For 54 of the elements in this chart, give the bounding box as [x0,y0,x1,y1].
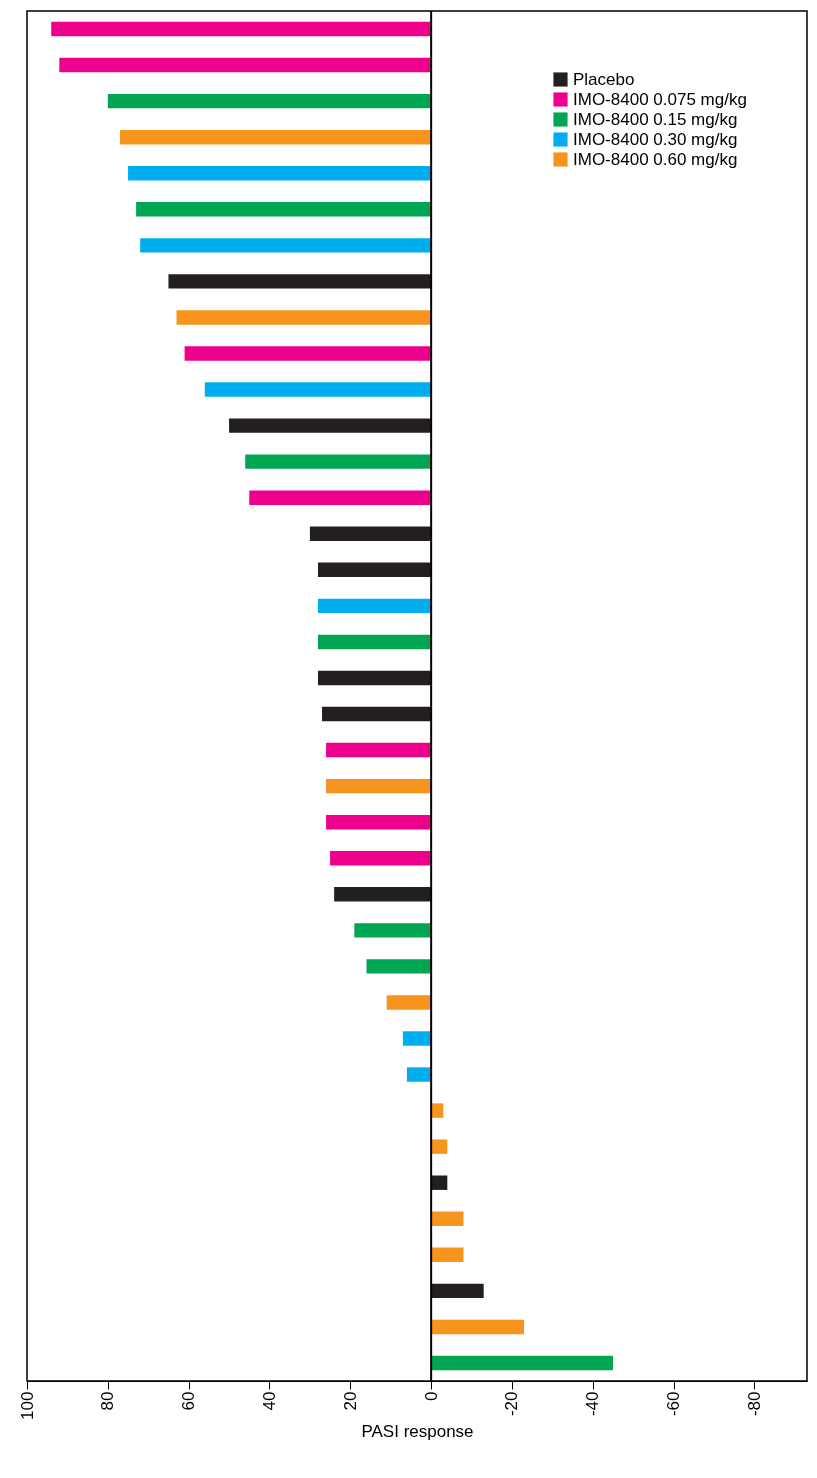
bar [354,923,432,938]
bar [431,1211,464,1226]
bar [386,995,432,1010]
bar [317,670,432,686]
bar [402,1031,432,1046]
bar [128,166,432,181]
bar [431,1139,448,1154]
bar [168,274,432,289]
x-tick-label: 0 [421,1391,441,1401]
x-tick-label: 100 [17,1391,37,1420]
bar [176,310,432,325]
bar [107,93,432,109]
legend-label: IMO-8400 0.30 mg/kg [573,129,738,149]
bar [431,1319,525,1335]
bar [317,634,432,650]
bar [334,887,432,902]
bar [229,418,432,433]
legend-label: Placebo [573,69,635,89]
bar [51,21,432,37]
bar [431,1103,444,1118]
bar [326,778,432,794]
bar [431,1175,448,1190]
x-tick-label: -80 [744,1391,764,1417]
x-tick-label: -40 [583,1391,603,1417]
bar [431,1247,464,1263]
bar [326,814,432,830]
x-tick-label: -20 [502,1391,522,1417]
bar [406,1067,432,1082]
x-tick-label: -60 [664,1391,684,1417]
bar [317,598,432,614]
bar [140,238,432,253]
bar [184,346,432,361]
x-tick-label: 60 [179,1391,199,1411]
x-tick-label: 20 [340,1391,360,1411]
bar [431,1283,484,1299]
bar [330,851,432,866]
bar [366,959,432,974]
bar [249,490,432,505]
legend-label: IMO-8400 0.075 mg/kg [573,89,747,109]
x-tick-label: 80 [98,1391,118,1411]
bar [204,382,432,397]
bar [119,129,432,145]
bar [309,526,432,541]
x-tick-label: 40 [259,1391,279,1411]
bar [322,706,432,722]
bar [245,454,432,469]
bar [431,1355,614,1371]
bar [317,562,432,578]
legend-label: IMO-8400 0.60 mg/kg [573,149,738,169]
bar [326,742,432,758]
bar [59,57,432,73]
x-axis-title: PASI response [361,1421,474,1441]
legend-label: IMO-8400 0.15 mg/kg [573,109,738,129]
bar [136,202,432,217]
